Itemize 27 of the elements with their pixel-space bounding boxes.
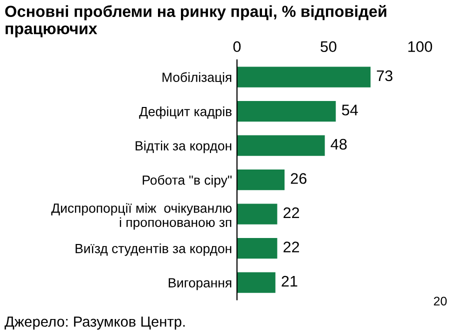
y-tick-label: Диспропорції між очікуванлю і пропонованою зп xyxy=(51,203,232,230)
x-tick-label: 100 xyxy=(408,41,432,52)
y-tick-label: Виїзд студентів за кордон xyxy=(76,244,232,256)
data-label: 48 xyxy=(330,138,347,150)
bar xyxy=(236,135,325,156)
data-label: 54 xyxy=(342,104,358,116)
bar xyxy=(236,272,276,293)
text: 20 xyxy=(434,296,447,306)
data-label: 22 xyxy=(284,242,300,252)
data-label: 26 xyxy=(290,173,306,184)
y-tick-label: Мобілізація xyxy=(162,72,232,84)
x-tick-label: 0 xyxy=(233,41,241,52)
bar xyxy=(236,204,278,224)
y-tick-label: Дефіцит кадрів xyxy=(139,106,232,119)
data-label: 21 xyxy=(282,276,298,287)
bar xyxy=(236,66,371,88)
y-tick-label: Вигорання xyxy=(168,278,232,290)
data-label: 73 xyxy=(376,70,392,82)
y-tick-label: Робота "в сіру" xyxy=(142,174,232,188)
bar xyxy=(236,101,336,122)
bar xyxy=(236,170,285,190)
data-label: 22 xyxy=(284,207,300,218)
bar xyxy=(236,238,278,259)
text: Джерело: Разумков Центр. xyxy=(4,316,185,330)
y-tick-label: Відтік за кордон xyxy=(136,140,232,154)
x-tick-label: 50 xyxy=(320,41,336,52)
chart-title: Основні проблеми на ринку праці, % відповідей працюючих xyxy=(5,4,386,38)
